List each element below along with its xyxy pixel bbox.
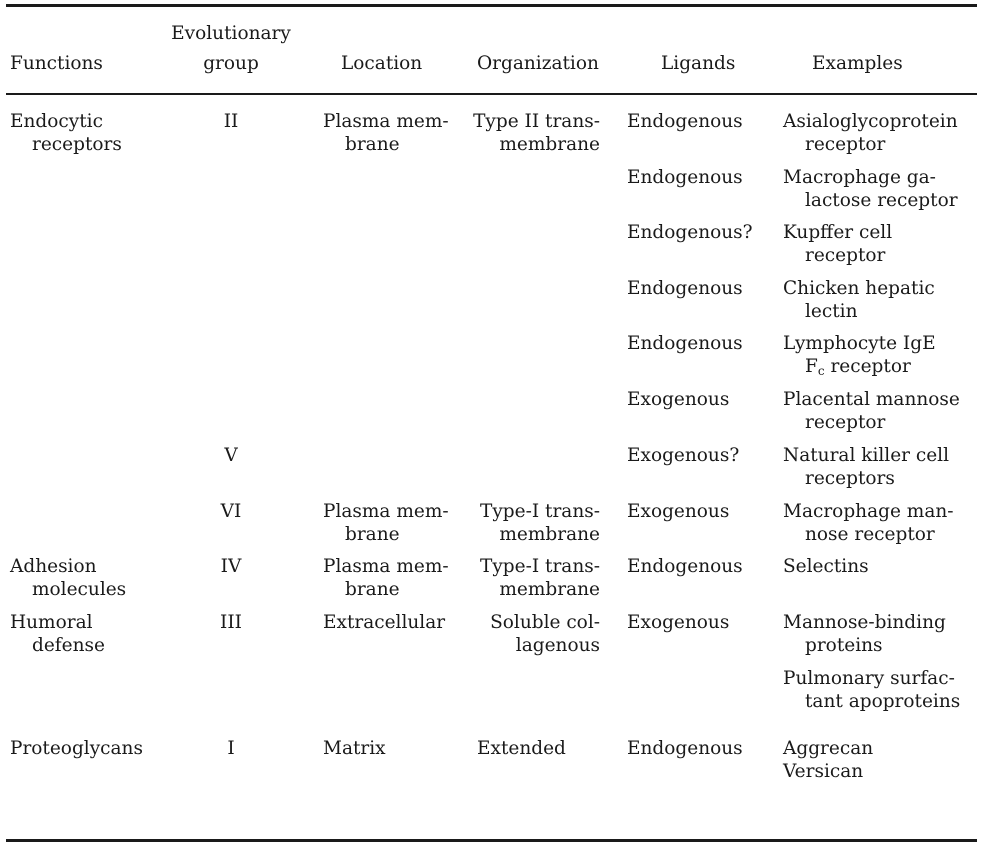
header-examples: Examples xyxy=(812,53,903,74)
organization-cell: Soluble col- lagenous xyxy=(490,612,600,656)
group-cell: VI xyxy=(220,501,242,522)
group-cell: I xyxy=(227,738,235,759)
table-bottom-rule xyxy=(6,839,977,842)
ligands-cell: Exogenous xyxy=(627,389,730,410)
organization-cell: Type-I trans- membrane xyxy=(480,556,600,600)
example-cell: Aggrecan Versican xyxy=(783,738,874,782)
header-organization: Organization xyxy=(477,53,599,74)
ligands-cell: Endogenous xyxy=(627,167,743,188)
ligands-cell: Endogenous xyxy=(627,111,743,132)
table-top-rule xyxy=(6,4,977,7)
location-cell: Plasma mem- brane xyxy=(323,501,449,545)
example-cell: Lymphocyte IgE Fc receptor xyxy=(783,333,936,378)
example-cell: Mannose-binding proteins xyxy=(783,612,946,656)
example-cell: Macrophage ga- lactose receptor xyxy=(783,167,958,211)
organization-cell: Type II trans- membrane xyxy=(473,111,600,155)
example-cell: Placental mannose receptor xyxy=(783,389,960,433)
ligands-cell: Exogenous? xyxy=(627,445,740,466)
group-cell: II xyxy=(223,111,239,132)
group-cell: V xyxy=(224,445,238,466)
function-cell: Proteoglycans xyxy=(10,738,143,759)
example-cell: Natural killer cell receptors xyxy=(783,445,950,489)
function-cell: Humoral defense xyxy=(10,612,105,656)
example-cell: Selectins xyxy=(783,556,869,577)
header-functions: Functions xyxy=(10,53,103,74)
ligands-cell: Endogenous xyxy=(627,333,743,354)
group-cell: IV xyxy=(220,556,242,577)
ligands-cell: Endogenous xyxy=(627,556,743,577)
header-group-line2: group xyxy=(203,53,259,74)
ligands-cell: Endogenous xyxy=(627,278,743,299)
example-cell: Kupffer cell receptor xyxy=(783,222,893,266)
example-cell: Chicken hepatic lectin xyxy=(783,278,935,322)
header-group-line1: Evolutionary xyxy=(171,23,291,44)
organization-cell: Type-I trans- membrane xyxy=(480,501,600,545)
function-cell: Adhesion molecules xyxy=(10,556,127,600)
example-cell: Macrophage man- nose receptor xyxy=(783,501,954,545)
location-cell: Plasma mem- brane xyxy=(323,556,449,600)
group-cell: III xyxy=(220,612,242,633)
location-cell: Extracellular xyxy=(323,612,446,633)
header-ligands: Ligands xyxy=(661,53,736,74)
example-cell: Pulmonary surfac- tant apoproteins xyxy=(783,668,961,712)
example-cell: Asialoglycoprotein receptor xyxy=(783,111,958,155)
ligands-cell: Endogenous xyxy=(627,738,743,759)
location-cell: Plasma mem- brane xyxy=(323,111,449,155)
ligands-cell: Exogenous xyxy=(627,612,730,633)
ligands-cell: Endogenous? xyxy=(627,222,753,243)
location-cell: Matrix xyxy=(323,738,386,759)
header-location: Location xyxy=(341,53,423,74)
function-cell: Endocytic receptors xyxy=(10,111,122,155)
organization-cell: Extended xyxy=(477,738,566,759)
ligands-cell: Exogenous xyxy=(627,501,730,522)
header-rule xyxy=(6,93,977,95)
